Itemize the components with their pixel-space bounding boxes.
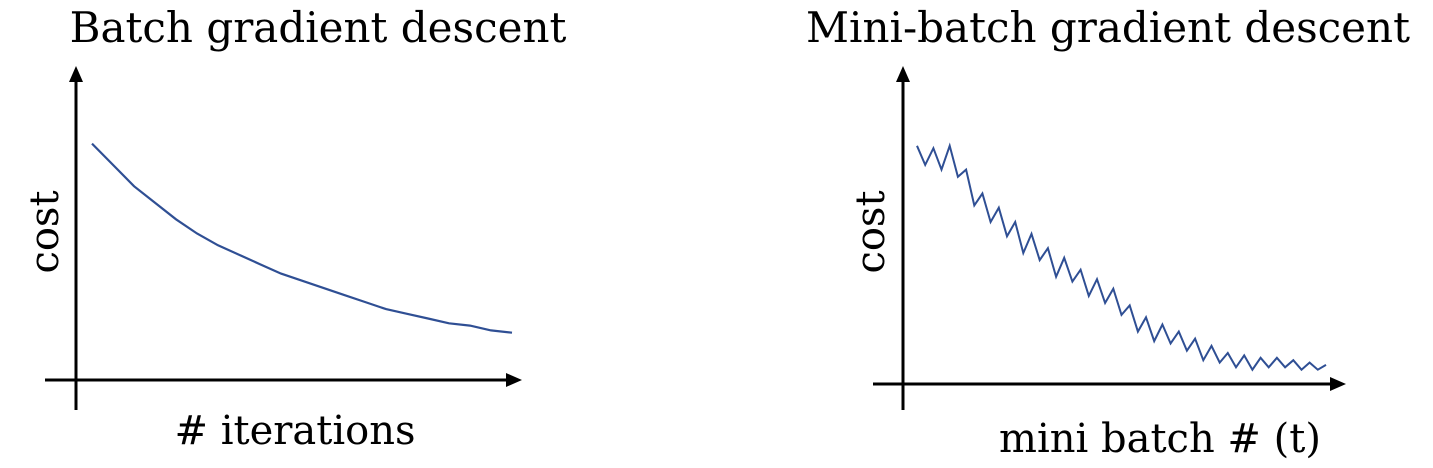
x-axis-arrowhead <box>506 373 522 387</box>
chart-title: Batch gradient descent <box>70 3 567 52</box>
y-axis-arrowhead <box>896 66 910 82</box>
y-axis-label: cost <box>22 190 68 273</box>
y-axis-arrowhead <box>69 66 83 82</box>
y-axis-label: cost <box>848 190 894 273</box>
x-axis-label: # iterations <box>175 408 416 454</box>
x-axis-label: mini batch # (t) <box>999 416 1321 462</box>
series-line <box>916 142 1327 372</box>
x-axis-arrowhead <box>1330 377 1346 391</box>
chart-mini-batch: Mini-batch gradient descent cost mini ba… <box>806 3 1410 462</box>
chart-title: Mini-batch gradient descent <box>806 3 1410 52</box>
series-line <box>91 142 513 334</box>
chart-batch: Batch gradient descent cost # iterations <box>22 3 567 454</box>
